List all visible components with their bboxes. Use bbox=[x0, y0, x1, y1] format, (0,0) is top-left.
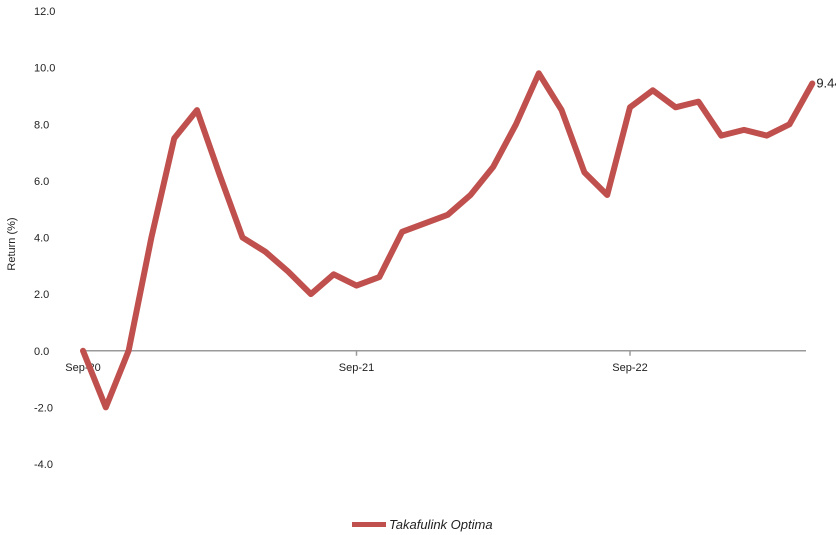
legend: Takafulink Optima bbox=[352, 517, 493, 532]
y-tick-label: 6.0 bbox=[34, 176, 49, 188]
y-tick-label: 12.0 bbox=[34, 6, 55, 18]
series-line-takafulink-optima bbox=[80, 70, 816, 411]
y-tick-label: 10.0 bbox=[34, 63, 55, 75]
legend-swatch bbox=[352, 522, 386, 527]
y-tick-label: 8.0 bbox=[34, 119, 49, 131]
y-tick-label: 2.0 bbox=[34, 289, 49, 301]
y-tick-label: 0.0 bbox=[34, 346, 49, 358]
y-tick-label: -4.0 bbox=[34, 459, 53, 471]
y-tick-label: -2.0 bbox=[34, 402, 53, 414]
y-axis-title: Return (%) bbox=[6, 217, 18, 270]
legend-label: Takafulink Optima bbox=[389, 517, 493, 532]
x-tick-label: Sep-21 bbox=[339, 362, 374, 374]
x-tick-label: Sep-20 bbox=[65, 362, 100, 374]
x-tick-label: Sep-22 bbox=[612, 362, 647, 374]
end-value-label: 9.44 bbox=[816, 75, 836, 90]
y-tick-labels: 12.0 10.0 8.0 6.0 4.0 2.0 0.0 -2.0 -4.0 bbox=[34, 6, 55, 471]
x-axis bbox=[82, 350, 806, 356]
y-tick-label: 4.0 bbox=[34, 233, 49, 245]
x-tick-labels: Sep-20 Sep-21 Sep-22 bbox=[65, 362, 647, 374]
series-layer bbox=[80, 70, 816, 411]
